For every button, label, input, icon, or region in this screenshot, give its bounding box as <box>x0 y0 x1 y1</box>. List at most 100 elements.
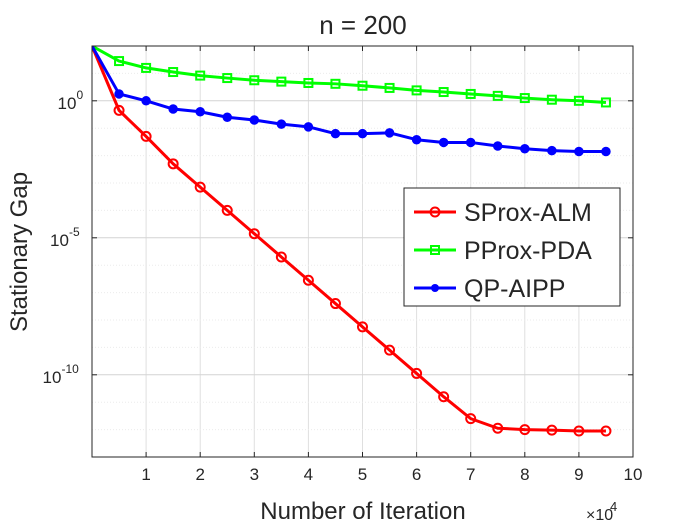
data-point-qp-aipp <box>411 134 422 145</box>
data-point-sprox-alm <box>573 425 585 437</box>
series-sprox-alm <box>92 46 612 437</box>
legend-item-qp-aipp: QP-AIPP <box>414 275 565 303</box>
x-tick-label: 7 <box>466 465 475 484</box>
data-point-sprox-alm <box>411 367 423 379</box>
data-point-qp-aipp <box>601 146 611 157</box>
data-point-pprox-pda <box>546 94 557 105</box>
data-point-sprox-alm <box>519 424 531 436</box>
data-point-qp-aipp <box>520 144 530 154</box>
data-point-pprox-pda <box>465 88 476 99</box>
data-point-qp-aipp <box>168 104 178 114</box>
legend-label: QP-AIPP <box>464 275 565 303</box>
x-axis-multiplier: ×10 4 <box>586 499 617 524</box>
data-point-sprox-alm <box>384 344 396 356</box>
x-tick-label: 5 <box>358 465 367 484</box>
x-tick-label: 3 <box>250 465 259 484</box>
y-tick-label: 10 -10 <box>43 362 80 387</box>
x-tick-label: 10 <box>624 465 643 484</box>
data-point-pprox-pda <box>600 97 611 108</box>
data-point-pprox-pda <box>492 90 503 101</box>
data-point-qp-aipp <box>114 89 124 99</box>
data-point-qp-aipp <box>249 115 260 125</box>
data-point-sprox-alm <box>546 424 558 436</box>
data-point-qp-aipp <box>222 112 232 122</box>
data-point-qp-aipp <box>438 137 449 148</box>
y-tick-base: 10 <box>58 94 77 113</box>
data-point-sprox-alm <box>302 274 314 286</box>
x-multiplier-exp: 4 <box>610 499 617 514</box>
data-point-pprox-pda <box>249 75 260 86</box>
chart-title: n = 200 <box>319 10 406 40</box>
data-point-qp-aipp <box>574 146 584 157</box>
data-point-pprox-pda <box>438 87 449 98</box>
legend-marker <box>431 284 439 292</box>
data-point-pprox-pda <box>168 67 179 78</box>
x-tick-label: 4 <box>304 465 313 484</box>
data-point-qp-aipp <box>493 141 503 151</box>
legend: SProx-ALM PProx-PDA QP-AIPP <box>403 187 621 307</box>
x-tick-label: 2 <box>195 465 204 484</box>
data-point-pprox-pda <box>519 93 530 104</box>
x-tick-label: 9 <box>574 465 583 484</box>
y-tick-exp: -5 <box>69 225 80 239</box>
legend-label: SProx-ALM <box>464 199 592 227</box>
data-point-pprox-pda <box>222 73 233 84</box>
data-point-pprox-pda <box>330 78 341 89</box>
data-point-sprox-alm <box>465 413 477 425</box>
legend-label: PProx-PDA <box>464 237 592 265</box>
data-point-qp-aipp <box>547 145 557 156</box>
series-pprox-pda <box>92 46 611 108</box>
x-tick-label: 6 <box>412 465 421 484</box>
data-point-qp-aipp <box>384 128 395 138</box>
data-point-qp-aipp <box>141 96 151 106</box>
data-point-sprox-alm <box>248 228 260 240</box>
x-multiplier-base: ×10 <box>586 507 613 524</box>
data-point-sprox-alm <box>357 321 368 333</box>
data-point-sprox-alm <box>438 391 450 403</box>
legend-marker <box>429 206 441 218</box>
data-point-pprox-pda <box>573 95 584 106</box>
data-point-pprox-pda <box>141 62 152 73</box>
data-point-sprox-alm <box>275 251 287 263</box>
legend-item-sprox-alm: SProx-ALM <box>414 199 592 227</box>
data-point-sprox-alm <box>140 130 152 142</box>
legend-item-pprox-pda: PProx-PDA <box>414 237 592 265</box>
data-point-qp-aipp <box>303 122 314 132</box>
data-point-sprox-alm <box>194 181 206 193</box>
data-point-qp-aipp <box>465 137 476 148</box>
y-tick-exp: 0 <box>77 88 84 102</box>
x-tick-label: 8 <box>520 465 529 484</box>
data-point-sprox-alm <box>221 204 233 216</box>
data-point-pprox-pda <box>411 85 422 96</box>
data-point-sprox-alm <box>167 158 179 170</box>
x-axis-label: Number of Iteration <box>260 498 465 525</box>
x-tick-label: 1 <box>141 465 150 484</box>
data-point-qp-aipp <box>330 128 341 139</box>
series-qp-aipp <box>92 46 611 157</box>
data-point-sprox-alm <box>492 422 504 434</box>
y-tick-label: 10 -5 <box>50 225 80 250</box>
data-point-pprox-pda <box>303 77 314 88</box>
legend-marker <box>430 245 440 255</box>
axes-frame <box>91 45 634 458</box>
data-point-pprox-pda <box>195 70 206 81</box>
data-point-pprox-pda <box>276 76 287 87</box>
y-tick-label: 10 0 <box>58 88 84 113</box>
data-point-sprox-alm <box>600 425 612 437</box>
x-tick-labels: 1 2 3 4 5 6 7 8 9 10 <box>141 465 642 484</box>
y-tick-base: 10 <box>43 368 62 387</box>
data-point-qp-aipp <box>195 107 205 117</box>
data-point-qp-aipp <box>357 128 368 139</box>
y-tick-base: 10 <box>50 231 69 250</box>
data-point-qp-aipp <box>276 119 287 129</box>
data-point-pprox-pda <box>114 56 125 67</box>
y-axis-label: Stationary Gap <box>6 172 33 332</box>
series-layer <box>92 46 612 437</box>
data-point-sprox-alm <box>113 104 125 116</box>
data-point-pprox-pda <box>357 80 368 91</box>
data-point-pprox-pda <box>384 82 395 93</box>
data-point-sprox-alm <box>329 298 341 310</box>
